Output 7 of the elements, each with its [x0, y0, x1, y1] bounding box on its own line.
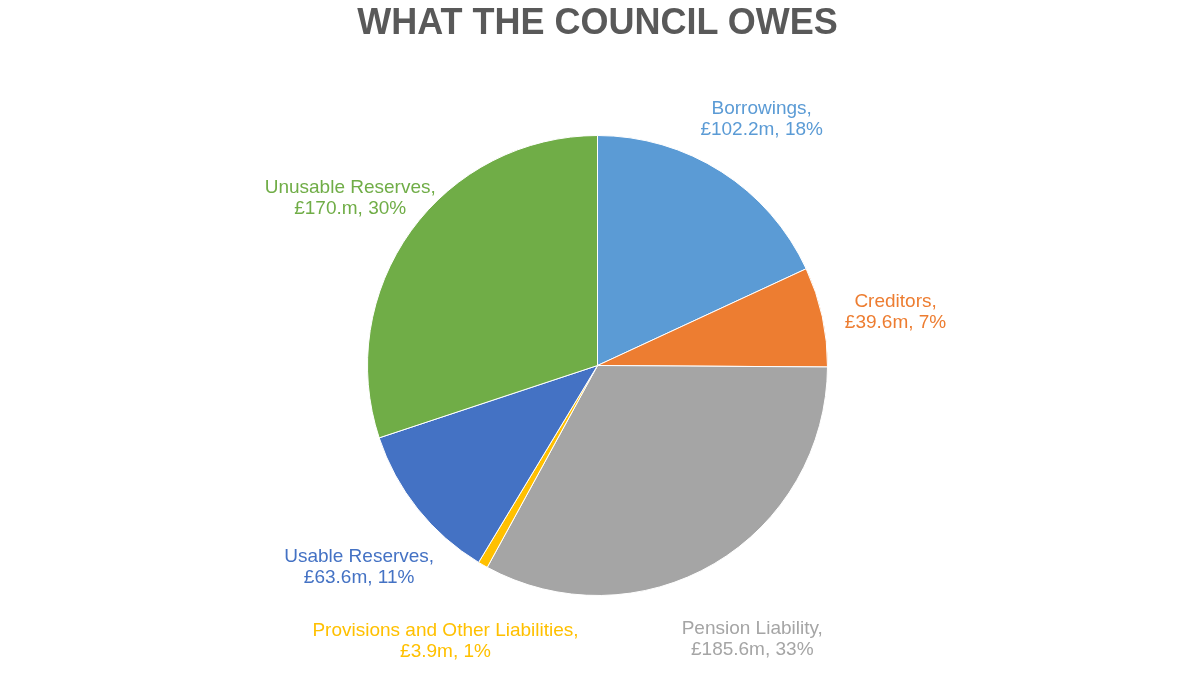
chart-title: WHAT THE COUNCIL OWES [357, 1, 838, 42]
slice-label: Usable Reserves, £63.6m, 11% [284, 544, 435, 587]
slice-label: Creditors, £39.6m, 7% [844, 289, 947, 332]
slice-label: Unusable Reserves, £170.m, 30% [264, 175, 436, 218]
slice-label: Pension Liability, £185.6m, 33% [681, 617, 823, 660]
slice-label: Borrowings, £102.2m, 18% [700, 97, 824, 140]
slice-label: Provisions and Other Liabilities, £3.9m, 1% [312, 618, 579, 661]
